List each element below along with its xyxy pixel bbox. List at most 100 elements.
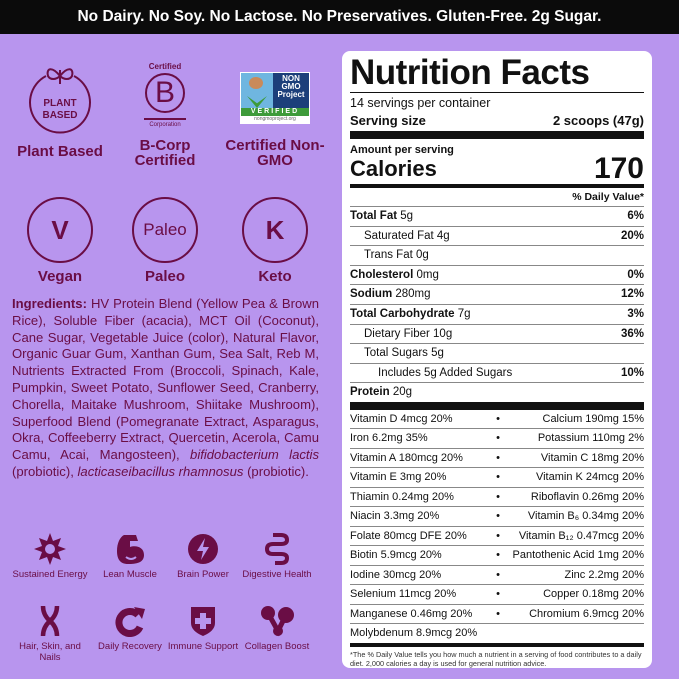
nutrient-name: Includes 5g Added Sugars <box>378 366 513 379</box>
recovery-arrow-icon <box>115 607 145 637</box>
nutrient-amount: 10g <box>433 327 453 340</box>
ingredients-probiotic-2: lacticaseibacillus rhamnosus <box>77 463 244 479</box>
serving-size-row: Serving size 2 scoops (47g) <box>350 112 644 129</box>
nutrient-row: Dietary Fiber 10g 36% <box>350 323 644 344</box>
badge-label: Certified Non-GMO <box>225 137 325 169</box>
plant-based-icon: PLANT BASED <box>29 68 91 134</box>
badge-b-corp: Certified B Corporation B-Corp Certified <box>110 62 220 168</box>
benefit-label: Digestive Health <box>242 569 312 580</box>
footnote: *The % Daily Value tells you how much a … <box>350 649 642 669</box>
vitamin-right: Calcium 190mg 15% <box>542 412 645 425</box>
vitamin-right: Vitamin B₁₂ 0.47mcg 20% <box>518 529 644 542</box>
vitamin-left: Iron 6.2mg 35% <box>350 432 428 445</box>
bullet: • <box>496 451 500 464</box>
bullet: • <box>496 529 500 542</box>
nutrient-name: Protein <box>350 386 390 399</box>
bullet <box>492 624 504 643</box>
nutrient-row: Total Fat 5g 6% <box>350 206 644 226</box>
nutrient-dv: 10% <box>620 366 644 379</box>
non-gmo-verified: VERIFIED <box>241 108 309 116</box>
benefit-hair-skin-nails: Hair, Skin, and Nails <box>10 605 90 663</box>
nutrient-dv: 36% <box>620 327 644 340</box>
benefit-brain-power: Brain Power <box>163 533 243 580</box>
vitamin-left: Niacin 3.3mg 20% <box>350 510 440 523</box>
vitamin-row: Selenium 11mcg 20% • Copper 0.18mg 20% <box>350 584 644 604</box>
vitamin-left: Manganese 0.46mg 20% <box>350 607 473 620</box>
nutrient-amount: 0mg <box>416 268 439 281</box>
nutrient-dv: 3% <box>627 307 644 320</box>
calories-row: Calories 170 <box>350 154 644 184</box>
ingredients-probiotic-1: bifidobacterium lactis <box>190 447 319 463</box>
nutrient-row: Includes 5g Added Sugars 10% <box>350 362 644 383</box>
calories-label: Calories <box>350 156 437 181</box>
vitamin-row: Vitamin D 4mcg 20% • Calcium 190mg 15% <box>350 410 644 429</box>
nutrient-row: Cholesterol 0mg 0% <box>350 264 644 285</box>
badge-label: Keto <box>258 268 292 285</box>
nutrient-name: Trans Fat <box>364 249 413 262</box>
nutrient-name: Total Sugars <box>364 347 428 360</box>
ingredients-text-end: (probiotic). <box>243 463 309 479</box>
nutrient-amount: 5g <box>400 210 414 222</box>
vitamin-row: Folate 80mcg DFE 20% • Vitamin B₁₂ 0.47mcg… <box>350 525 644 546</box>
bullet: • <box>496 568 500 581</box>
bullet: • <box>496 490 500 503</box>
nutrient-amount: 7g <box>457 307 471 320</box>
amount-per-serving: Amount per serving <box>350 144 454 156</box>
svg-text:BASED: BASED <box>42 110 77 121</box>
top-banner: No Dairy. No Soy. No Lactose. No Preserv… <box>0 0 679 34</box>
nutrient-name: Saturated Fat <box>364 229 434 242</box>
badge-label: Vegan <box>37 268 83 285</box>
nutrient-row: Total Carbohydrate 7g 3% <box>350 303 644 324</box>
benefit-lean-muscle: Lean Muscle <box>90 533 170 580</box>
vitamin-left: Molybdenum 8.9mcg 20% <box>350 627 478 640</box>
nutrient-dv: 6% <box>627 210 644 222</box>
vitamin-right: Potassium 110mg 2% <box>537 432 644 445</box>
vitamin-right: Pantothenic Acid 1mg 20% <box>512 549 644 562</box>
vitamin-row: Vitamin A 180mcg 20% • Vitamin C 18mg 20% <box>350 447 644 468</box>
bullet: • <box>496 607 500 620</box>
non-gmo-url: nongmoproject.org <box>254 116 296 122</box>
benefit-label: Collagen Boost <box>244 641 310 652</box>
paleo-icon: Paleo <box>132 197 198 263</box>
nutrient-amount: 4g <box>436 229 450 242</box>
nutrient-name: Sodium <box>350 288 393 301</box>
badge-keto: K Keto <box>220 197 330 284</box>
benefit-immune-support: Immune Support <box>163 605 243 652</box>
intestine-icon <box>264 533 290 565</box>
brain-bolt-icon <box>188 534 218 564</box>
bullet: • <box>496 588 500 601</box>
badge-plant-based: PLANT BASED Plant Based <box>5 62 115 159</box>
sun-icon <box>34 533 66 565</box>
vitamin-row: Thiamin 0.24mg 20% • Riboflavin 0.26mg 20% <box>350 486 644 507</box>
nutrient-amount: 0g <box>415 249 429 262</box>
vitamin-right: Vitamin K 24mcg 20% <box>535 471 644 484</box>
ingredients: Ingredients: HV Protein Blend (Yellow Pe… <box>12 296 319 481</box>
nutrient-name: Total Fat <box>350 210 398 222</box>
vitamin-row: Iodine 30mcg 20% • Zinc 2.2mg 20% <box>350 564 644 585</box>
bullet: • <box>496 549 500 562</box>
keto-icon: K <box>242 197 308 263</box>
muscle-icon <box>117 535 144 564</box>
nutrition-title: Nutrition Facts <box>350 53 590 92</box>
vitamin-left: Vitamin E 3mg 20% <box>350 471 447 484</box>
bullet: • <box>496 510 500 523</box>
benefit-daily-recovery: Daily Recovery <box>90 605 170 652</box>
nutrient-name: Cholesterol <box>350 268 414 281</box>
vitamin-right: Vitamin B₆ 0.34mg 20% <box>527 510 644 523</box>
non-gmo-icon: NON GMO Project VERIFIED nongmoproject.o… <box>240 72 310 124</box>
nutrition-facts-label: Nutrition Facts 14 servings per containe… <box>342 51 652 668</box>
bullet: • <box>496 412 500 425</box>
badge-vegan: V Vegan <box>5 197 115 284</box>
nutrient-row: Saturated Fat 4g 20% <box>350 225 644 246</box>
vitamin-left: Folate 80mcg DFE 20% <box>350 529 467 542</box>
ingredients-text: HV Protein Blend (Yellow Pea & Brown Ric… <box>12 296 319 463</box>
nutrient-name: Dietary Fiber <box>364 327 430 340</box>
vitamin-right: Vitamin C 18mg 20% <box>540 451 644 464</box>
svg-text:PLANT: PLANT <box>43 98 76 109</box>
vitamin-left: Vitamin D 4mcg 20% <box>350 412 453 425</box>
bullet: • <box>496 432 500 445</box>
vitamin-left: Vitamin A 180mcg 20% <box>350 451 463 464</box>
daily-value-header: % Daily Value* <box>572 191 644 203</box>
badge-label: Plant Based <box>17 143 103 160</box>
nutrient-row: Sodium 280mg 12% <box>350 284 644 304</box>
